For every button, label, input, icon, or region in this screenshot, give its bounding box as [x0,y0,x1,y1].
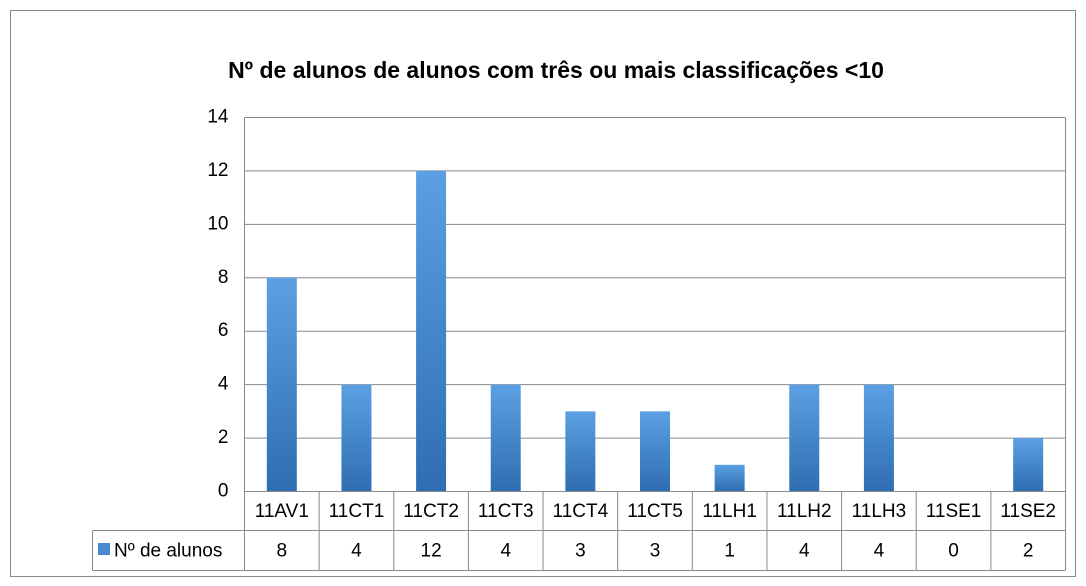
y-tick-label: 4 [218,374,229,395]
x-tick-label: 11SE2 [1000,501,1056,522]
x-tick-label: 11CT5 [627,501,683,522]
bar [565,411,596,492]
x-tick-label: 11AV1 [255,501,309,522]
bar [341,384,372,492]
chart-frame [10,10,1076,577]
legend-label: Nº de alunos [114,541,222,562]
y-tick-label: 8 [218,267,229,288]
bar [266,277,297,492]
x-tick-label: 11CT1 [329,501,385,522]
bar [1013,438,1044,492]
table-value: 3 [650,541,661,562]
bar [714,464,745,492]
chart-title: Nº de alunos de alunos com três ou mais … [228,57,884,83]
x-tick-label: 11CT4 [553,501,609,522]
bar [789,384,820,492]
x-tick-label: 11CT3 [478,501,534,522]
y-tick-label: 2 [218,427,229,448]
x-tick-label: 11LH1 [702,501,757,522]
x-tick-label: 11LH2 [777,501,832,522]
table-value: 1 [724,541,735,562]
table-value: 4 [351,541,362,562]
x-tick-label: 11LH3 [852,501,907,522]
table-value: 0 [948,541,959,562]
table-value: 4 [874,541,885,562]
bar [490,384,521,492]
y-tick-label: 12 [207,160,228,181]
y-tick-label: 0 [218,481,229,502]
bar [863,384,894,492]
table-value: 8 [277,541,288,562]
table-value: 4 [799,541,810,562]
bar [416,170,447,492]
legend-key [98,543,110,555]
bar [640,411,670,492]
table-value: 4 [500,541,511,562]
y-tick-label: 14 [207,107,229,128]
table-value: 12 [421,541,442,562]
x-tick-label: 11SE1 [926,501,982,522]
table-value: 3 [575,541,586,562]
y-tick-label: 10 [207,213,228,234]
table-value: 2 [1023,541,1034,562]
x-tick-label: 11CT2 [403,501,459,522]
y-tick-label: 6 [218,320,229,341]
